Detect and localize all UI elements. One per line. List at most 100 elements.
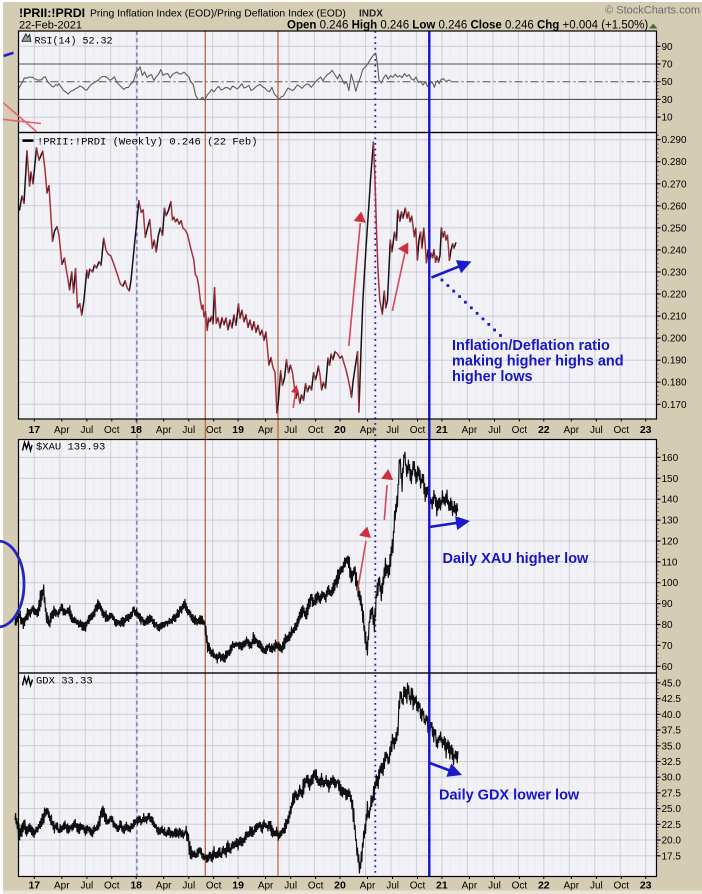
svg-text:Oct: Oct <box>614 881 630 892</box>
svg-text:Apr: Apr <box>564 881 580 892</box>
svg-text:Oct: Oct <box>206 425 222 436</box>
svg-text:20.0: 20.0 <box>662 836 682 847</box>
svg-text:higher lows: higher lows <box>452 369 533 385</box>
svg-text:0.170: 0.170 <box>662 400 687 411</box>
svg-text:90: 90 <box>662 42 674 53</box>
svg-text:0.250: 0.250 <box>662 223 687 234</box>
svg-text:23: 23 <box>640 880 652 892</box>
svg-text:22: 22 <box>538 880 550 892</box>
svg-text:0.280: 0.280 <box>662 157 687 168</box>
svg-text:0.270: 0.270 <box>662 179 687 190</box>
svg-text:GDX 33.33: GDX 33.33 <box>36 676 93 688</box>
svg-text:making higher highs and: making higher highs and <box>452 354 624 370</box>
svg-text:!PRII:!PRDI (Weekly) 0.246 (22: !PRII:!PRDI (Weekly) 0.246 (22 Feb) <box>37 137 258 149</box>
svg-text:0.210: 0.210 <box>662 312 687 323</box>
svg-text:17: 17 <box>28 880 40 892</box>
svg-text:0.260: 0.260 <box>662 201 687 212</box>
svg-text:Apr: Apr <box>564 425 580 436</box>
svg-text:Jul: Jul <box>182 881 195 892</box>
svg-text:80: 80 <box>662 620 674 631</box>
svg-text:Open 0.246 High 0.246 Low 0.24: Open 0.246 High 0.246 Low 0.246 Close 0.… <box>287 20 648 32</box>
svg-text:Oct: Oct <box>206 881 222 892</box>
svg-text:42.5: 42.5 <box>662 694 682 705</box>
svg-text:0.220: 0.220 <box>662 290 687 301</box>
svg-text:$XAU 139.93: $XAU 139.93 <box>36 442 105 454</box>
svg-text:Jul: Jul <box>590 425 603 436</box>
svg-text:Apr: Apr <box>258 881 274 892</box>
svg-text:22.5: 22.5 <box>662 820 682 831</box>
svg-text:Apr: Apr <box>156 425 172 436</box>
svg-text:23: 23 <box>640 424 652 436</box>
svg-text:20: 20 <box>334 880 346 892</box>
svg-text:Jul: Jul <box>386 881 399 892</box>
svg-text:Jul: Jul <box>590 881 603 892</box>
svg-text:50: 50 <box>662 77 674 88</box>
svg-text:Jul: Jul <box>284 881 297 892</box>
svg-text:19: 19 <box>232 880 244 892</box>
svg-text:140: 140 <box>662 495 679 506</box>
svg-text:0.230: 0.230 <box>662 268 687 279</box>
svg-text:Apr: Apr <box>156 881 172 892</box>
svg-text:40.0: 40.0 <box>662 710 682 721</box>
svg-text:27.5: 27.5 <box>662 788 682 799</box>
svg-text:Oct: Oct <box>104 425 120 436</box>
svg-text:Oct: Oct <box>512 425 528 436</box>
svg-text:Apr: Apr <box>54 425 70 436</box>
svg-text:Apr: Apr <box>462 425 478 436</box>
svg-text:32.5: 32.5 <box>662 757 682 768</box>
svg-text:17: 17 <box>28 424 40 436</box>
svg-text:22: 22 <box>538 424 550 436</box>
svg-text:Apr: Apr <box>360 425 376 436</box>
svg-text:20: 20 <box>334 424 346 436</box>
svg-text:RSI(14) 52.32: RSI(14) 52.32 <box>35 35 113 47</box>
svg-text:30.0: 30.0 <box>662 773 682 784</box>
svg-text:© StockCharts.com: © StockCharts.com <box>605 5 700 17</box>
svg-text:Jul: Jul <box>182 425 195 436</box>
svg-text:110: 110 <box>662 557 678 568</box>
svg-text:Daily XAU higher low: Daily XAU higher low <box>443 551 590 567</box>
svg-text:18: 18 <box>130 880 142 892</box>
svg-text:60: 60 <box>662 662 674 673</box>
svg-text:19: 19 <box>232 424 244 436</box>
svg-text:Jul: Jul <box>488 425 501 436</box>
svg-text:70: 70 <box>662 641 674 652</box>
svg-text:Jul: Jul <box>488 881 501 892</box>
svg-text:30: 30 <box>662 95 674 106</box>
svg-text:Oct: Oct <box>308 881 324 892</box>
svg-text:160: 160 <box>662 453 679 464</box>
svg-text:100: 100 <box>662 578 679 589</box>
svg-text:Jul: Jul <box>284 425 297 436</box>
svg-text:25.0: 25.0 <box>662 804 682 815</box>
svg-text:35.0: 35.0 <box>662 741 682 752</box>
svg-text:Oct: Oct <box>410 425 426 436</box>
svg-text:Oct: Oct <box>614 425 630 436</box>
svg-text:Oct: Oct <box>308 425 324 436</box>
svg-text:!PRII:!PRDI: !PRII:!PRDI <box>19 6 85 20</box>
svg-text:0.240: 0.240 <box>662 245 687 256</box>
svg-text:21: 21 <box>436 880 448 892</box>
svg-text:120: 120 <box>662 537 679 548</box>
svg-text:Inflation/Deflation ratio: Inflation/Deflation ratio <box>452 338 610 354</box>
svg-text:0.190: 0.190 <box>662 356 687 367</box>
svg-text:10: 10 <box>662 113 674 124</box>
svg-text:INDX: INDX <box>359 9 383 20</box>
svg-text:Oct: Oct <box>104 881 120 892</box>
svg-text:130: 130 <box>662 516 679 527</box>
svg-text:Apr: Apr <box>360 881 376 892</box>
svg-text:45.0: 45.0 <box>662 678 682 689</box>
svg-text:Jul: Jul <box>81 881 94 892</box>
svg-text:Pring Inflation Index (EOD)/Pr: Pring Inflation Index (EOD)/Pring Deflat… <box>90 9 346 20</box>
svg-text:22-Feb-2021: 22-Feb-2021 <box>19 20 82 32</box>
svg-text:70: 70 <box>662 60 674 71</box>
svg-text:90: 90 <box>662 599 674 610</box>
svg-text:Apr: Apr <box>54 881 70 892</box>
svg-text:0.200: 0.200 <box>662 334 687 345</box>
svg-text:Apr: Apr <box>462 881 478 892</box>
svg-text:150: 150 <box>662 474 679 485</box>
svg-text:Jul: Jul <box>81 425 94 436</box>
svg-text:18: 18 <box>130 424 142 436</box>
svg-text:Oct: Oct <box>410 881 426 892</box>
svg-text:21: 21 <box>436 424 448 436</box>
svg-text:37.5: 37.5 <box>662 726 682 737</box>
svg-text:0.180: 0.180 <box>662 378 687 389</box>
